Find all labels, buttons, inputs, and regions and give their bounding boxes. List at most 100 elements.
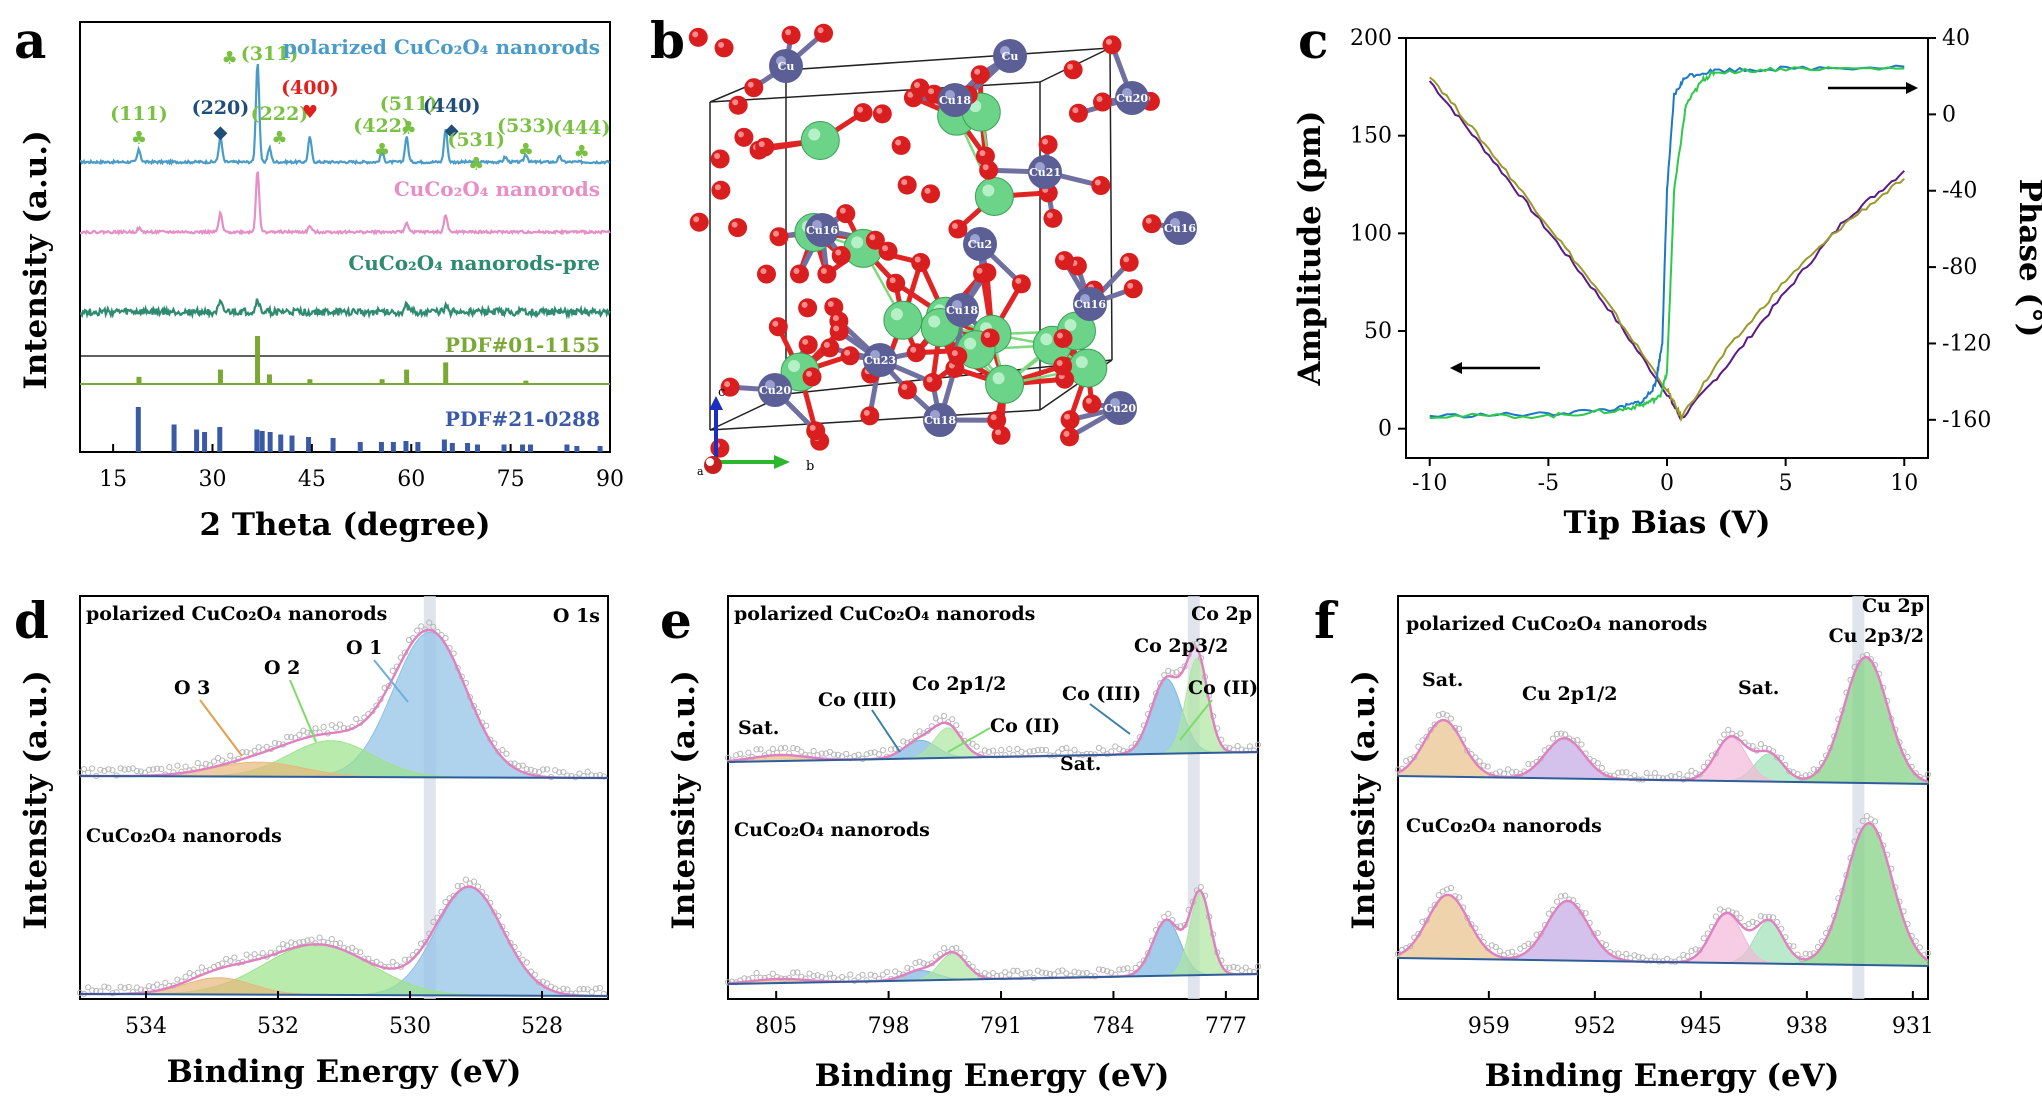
o-atom — [886, 273, 906, 293]
xps-data-point — [442, 634, 449, 642]
xps-data-point — [584, 768, 591, 775]
pfm-x-axis-title: Tip Bias (V) — [1563, 505, 1770, 541]
xps-data-point — [426, 619, 433, 626]
o-atom — [987, 410, 1007, 430]
x-tick-label: 805 — [755, 1014, 797, 1039]
o-atom-highlight — [806, 370, 813, 377]
co2p-frame — [727, 595, 1259, 1000]
o-atom — [1119, 252, 1139, 272]
xps-data-point — [162, 979, 169, 986]
o-atom — [714, 38, 734, 58]
ref-bar — [202, 432, 208, 452]
x-tick-label: 938 — [1786, 1014, 1828, 1039]
cu-atom-label: Cu — [1002, 50, 1019, 63]
xps-data-point — [1619, 769, 1626, 776]
o-atom-highlight — [823, 341, 830, 348]
o-atom — [840, 346, 860, 366]
a-axis-marker — [704, 456, 722, 474]
cu-atom-label: Cu20 — [1104, 402, 1136, 415]
xps-data-point — [834, 751, 842, 758]
xps-data-point — [1863, 813, 1870, 820]
ref-bar — [475, 444, 480, 452]
xps-data-point — [1651, 770, 1658, 777]
co-atom-highlight — [982, 184, 995, 197]
o-atom-highlight — [1042, 138, 1049, 145]
o1s-x-axis-title: Binding Energy (eV) — [167, 1054, 522, 1090]
o-atom — [755, 137, 775, 157]
xps-data-point — [1668, 772, 1675, 780]
o-atom — [911, 252, 931, 272]
xps-data-point — [940, 945, 948, 952]
ref-bar — [255, 336, 261, 384]
o-atom-highlight — [951, 350, 958, 357]
xps-data-point — [279, 941, 287, 948]
cu-atom-label: Cu20 — [1116, 92, 1148, 105]
xps-data-point — [810, 747, 817, 755]
xps-data-point — [109, 767, 116, 774]
co3-label-2: Co (III) — [1062, 683, 1141, 705]
o-atom-highlight — [976, 267, 983, 274]
ref-bar — [528, 444, 533, 452]
xps-data-point — [818, 750, 825, 757]
xps-data-point — [1749, 918, 1756, 925]
xrd-peak-label: (400) — [281, 77, 339, 99]
xps-data-point — [1790, 943, 1797, 950]
xps-data-point — [418, 623, 425, 630]
xps-data-point — [1504, 766, 1512, 773]
xps-data-point — [519, 762, 526, 769]
xps-data-point — [737, 750, 744, 757]
xps-data-point — [818, 973, 825, 981]
o-atom-highlight — [901, 383, 908, 390]
xps-data-point — [969, 740, 976, 747]
xps-data-point — [125, 766, 132, 773]
xps-data-point — [145, 766, 153, 773]
xps-data-point — [753, 969, 760, 977]
xps-data-point — [1924, 771, 1932, 778]
xps-data-point — [949, 716, 956, 723]
xps-data-point — [596, 984, 603, 992]
xps-data-point — [1786, 768, 1793, 775]
o-atom-highlight — [913, 82, 920, 89]
xps-baseline — [1397, 775, 1929, 785]
ref-bar — [306, 437, 312, 452]
xps-data-point — [125, 983, 132, 991]
xps-data-point — [97, 766, 104, 773]
xps-data-point — [1692, 946, 1699, 953]
xps-data-point — [251, 951, 258, 958]
xps-data-point — [1038, 969, 1046, 976]
xps-data-point — [953, 722, 960, 729]
y2-tick-label: 40 — [1942, 26, 1970, 51]
xps-data-point — [543, 766, 551, 773]
co-atom-highlight — [964, 337, 977, 350]
o-atom-highlight — [901, 179, 908, 186]
o-atom-highlight — [714, 184, 721, 191]
xps-data-point — [1562, 892, 1569, 899]
xps-data-point — [117, 983, 124, 990]
xps-data-point — [531, 768, 538, 775]
xps-data-point — [1165, 910, 1172, 917]
co3-leader-2 — [1089, 703, 1131, 735]
co2-label-1: Co (II) — [990, 715, 1060, 737]
xrd-peak-marker: ◆ — [214, 122, 228, 143]
cu-atom-label: Cu18 — [946, 304, 978, 317]
o-atom-highlight — [857, 106, 864, 113]
xps-data-point — [1447, 884, 1455, 892]
o1-label: O 1 — [346, 637, 382, 659]
xps-data-point — [794, 969, 801, 976]
xps-data-point — [1557, 893, 1565, 900]
xps-baseline — [79, 775, 609, 779]
xrd-peak-marker: ♣ — [468, 154, 484, 175]
o-atom-highlight — [820, 268, 827, 275]
ref-bar — [403, 441, 409, 452]
xps-data-point — [1193, 640, 1200, 647]
cu-sat-label-2: Sat. — [1738, 677, 1779, 699]
o-atom-highlight — [1123, 256, 1130, 263]
unit-cell-edge — [709, 81, 1041, 103]
cu-atom-highlight — [930, 410, 940, 420]
xps-data-point — [182, 763, 189, 770]
y2-tick-label: -160 — [1942, 408, 1991, 433]
panel-label-e: e — [660, 591, 692, 650]
unit-cell-edge — [1109, 47, 1113, 361]
o-atom — [1068, 103, 1088, 123]
ref-bar — [465, 443, 471, 452]
